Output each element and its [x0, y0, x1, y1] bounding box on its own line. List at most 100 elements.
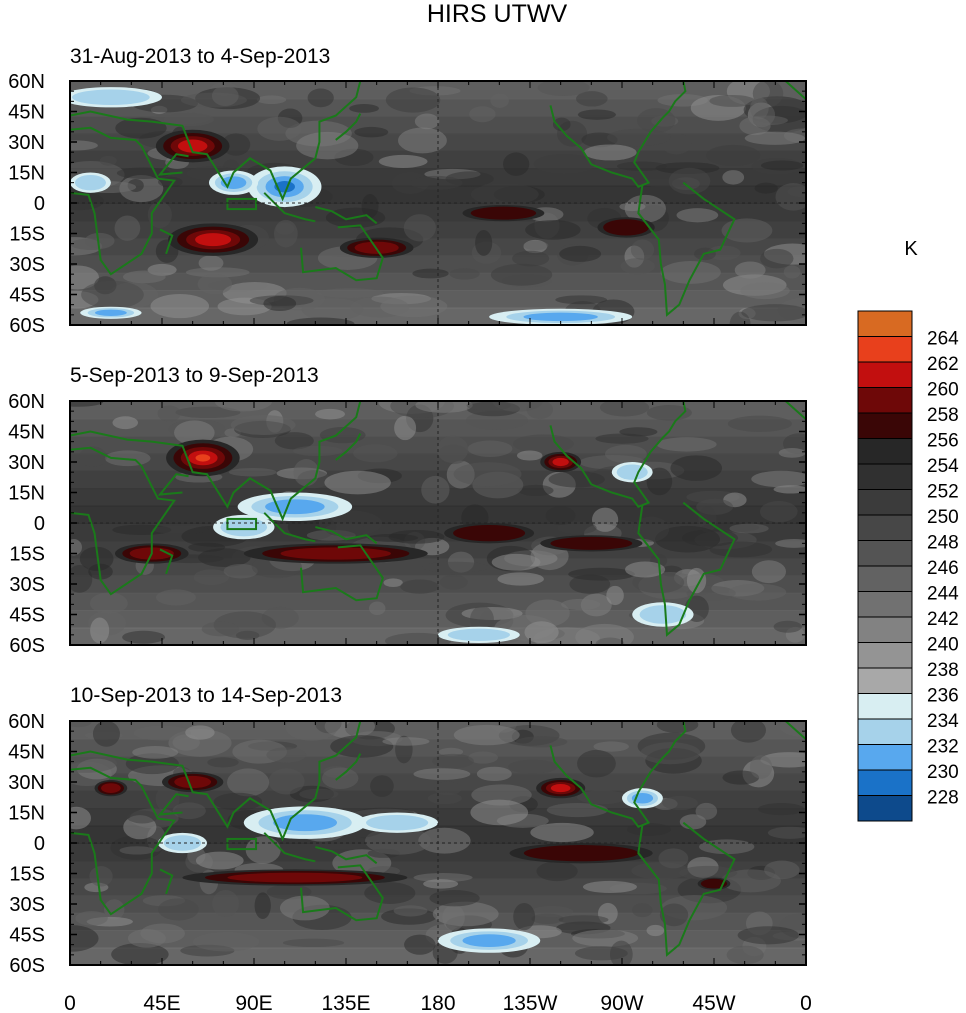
cold-anomaly [74, 174, 106, 191]
lon-tick-label: 90W [600, 992, 643, 1013]
colorbar-box [857, 718, 913, 745]
figure-title: HIRS UTWV [427, 0, 568, 28]
lat-tick-label: 15N [8, 483, 45, 505]
marker-box [226, 837, 258, 851]
colorbar-box [857, 795, 913, 822]
lat-tick-label: 30N [8, 452, 45, 474]
lat-tick-label: 15N [8, 163, 45, 185]
warm-anomaly [550, 536, 633, 550]
colorbar-box [857, 616, 913, 643]
colorbar-box [857, 667, 913, 694]
warm-anomaly [552, 457, 569, 467]
colorbar-label: 238 [927, 660, 959, 681]
lat-tick-label: 45N [8, 422, 45, 444]
colorbar-box [857, 336, 913, 363]
colorbar-box [857, 412, 913, 439]
warm-anomaly [700, 878, 728, 889]
panel-date-label: 31-Aug-2013 to 4-Sep-2013 [70, 45, 330, 68]
colorbar-label: 230 [927, 762, 959, 783]
lon-tick-label: 135W [503, 992, 558, 1013]
colorbar-label: 260 [927, 380, 959, 401]
cold-anomaly [639, 605, 687, 624]
marker-box [226, 517, 258, 531]
coastlines [70, 401, 806, 637]
lat-tick-label: 30S [9, 254, 45, 276]
cold-anomaly [366, 814, 429, 831]
panel-3: 10-Sep-2013 to 14-Sep-2013 60N 45N 30N 15N 0 1… [8, 684, 807, 977]
colorbar-label: 236 [927, 686, 959, 707]
lat-tick-label: 15N [8, 803, 45, 825]
colorbar-box [857, 540, 913, 567]
lat-tick-label: 30N [8, 132, 45, 154]
lat-tick-label: 60N [8, 711, 45, 733]
warm-anomaly [453, 525, 526, 542]
colorbar-label: 246 [927, 558, 959, 579]
warm-anomaly [603, 219, 649, 236]
warm-anomaly [470, 206, 537, 220]
cold-anomaly [462, 934, 516, 947]
lat-tick-label: 0 [34, 193, 45, 215]
coastlines [70, 81, 806, 317]
colorbar-box [857, 438, 913, 465]
lat-tick-label: 15S [9, 544, 45, 566]
colorbar-label: 262 [927, 354, 959, 375]
colorbar-label: 256 [927, 431, 959, 452]
lat-tick-label: 45S [9, 925, 45, 947]
lat-tick-label: 60S [9, 315, 45, 337]
warm-anomaly [101, 783, 121, 793]
lat-tick-label: 0 [34, 513, 45, 535]
warm-anomaly [280, 547, 391, 560]
warm-anomaly [550, 784, 571, 793]
warm-anomaly [195, 454, 211, 462]
colorbar-label: 228 [927, 788, 959, 809]
panel-date-label: 10-Sep-2013 to 14-Sep-2013 [70, 684, 342, 707]
colorbar-label: 232 [927, 737, 959, 758]
colorbar-box [857, 463, 913, 490]
lat-tick-label: 60N [8, 391, 45, 413]
cold-anomaly [163, 835, 202, 851]
cold-anomaly [72, 89, 150, 105]
colorbar-label: 254 [927, 456, 959, 477]
lon-tick-label: 0 [64, 992, 76, 1013]
colorbar-label: 252 [927, 482, 959, 503]
lon-tick-label: 0 [800, 992, 812, 1013]
lat-tick-label: 30N [8, 772, 45, 794]
panel-1: 31-Aug-2013 to 4-Sep-2013 60N 45N 30N 15N 0 15… [8, 45, 807, 337]
lat-tick-label: 60S [9, 955, 45, 977]
colorbar-box [857, 310, 913, 337]
panel-2: 5-Sep-2013 to 9-Sep-2013 60N 45N 30N 15N 0 15S… [8, 364, 807, 657]
utwv-field [70, 721, 806, 965]
warm-anomaly [523, 845, 639, 862]
warm-anomaly [227, 872, 363, 883]
lat-tick-label: 30S [9, 574, 45, 596]
panel-date-label: 5-Sep-2013 to 9-Sep-2013 [70, 364, 319, 387]
colorbar-units: K [904, 238, 918, 260]
lon-tick-label: 45W [692, 992, 735, 1013]
cold-anomaly [94, 309, 127, 316]
lat-tick-label: 30S [9, 894, 45, 916]
warm-anomaly [174, 775, 212, 789]
warm-anomaly [195, 233, 232, 247]
lat-tick-label: 0 [34, 833, 45, 855]
lat-tick-label: 45S [9, 285, 45, 307]
colorbar-label: 248 [927, 533, 959, 554]
colorbar: K 264 262 260 258 256 254 252 250 248 246 244 242 24… [857, 238, 959, 822]
colorbar-label: 240 [927, 635, 959, 656]
lat-tick-label: 15S [9, 224, 45, 246]
colorbar-label: 264 [927, 329, 959, 350]
longitude-axis: 0 45E 90E 135E 180 135W 90W 45W 0 [64, 992, 812, 1013]
lon-tick-label: 45E [143, 992, 180, 1013]
cold-anomaly [273, 814, 338, 832]
lat-tick-label: 45S [9, 605, 45, 627]
lat-tick-label: 60N [8, 71, 45, 93]
cold-anomaly [447, 628, 510, 642]
lon-tick-label: 90E [235, 992, 272, 1013]
lat-tick-label: 60S [9, 635, 45, 657]
colorbar-box [857, 387, 913, 414]
colorbar-box [857, 591, 913, 618]
lon-tick-label: 180 [420, 992, 455, 1013]
lat-tick-label: 45N [8, 102, 45, 124]
utwv-field [70, 401, 806, 645]
colorbar-label: 242 [927, 609, 959, 630]
utwv-field [70, 81, 806, 325]
